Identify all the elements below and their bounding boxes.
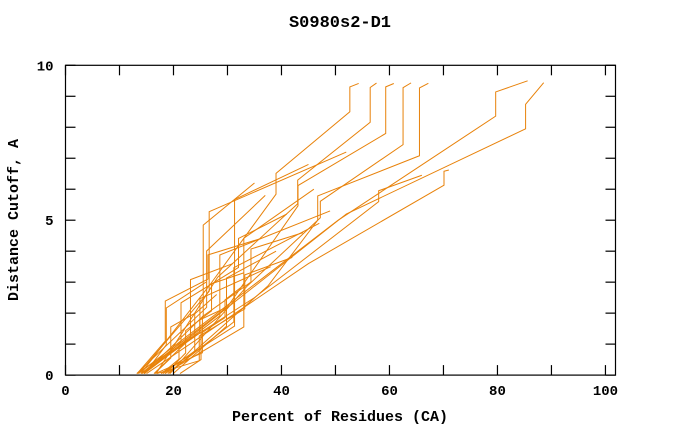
svg-text:5: 5 [45, 214, 53, 230]
svg-text:Distance Cutoff, A: Distance Cutoff, A [6, 139, 23, 301]
svg-text:100: 100 [593, 384, 618, 400]
svg-text:10: 10 [37, 59, 54, 75]
svg-text:80: 80 [489, 384, 506, 400]
svg-text:60: 60 [381, 384, 398, 400]
svg-text:0: 0 [45, 369, 53, 385]
svg-text:20: 20 [165, 384, 182, 400]
svg-text:40: 40 [273, 384, 290, 400]
svg-text:0: 0 [61, 384, 69, 400]
